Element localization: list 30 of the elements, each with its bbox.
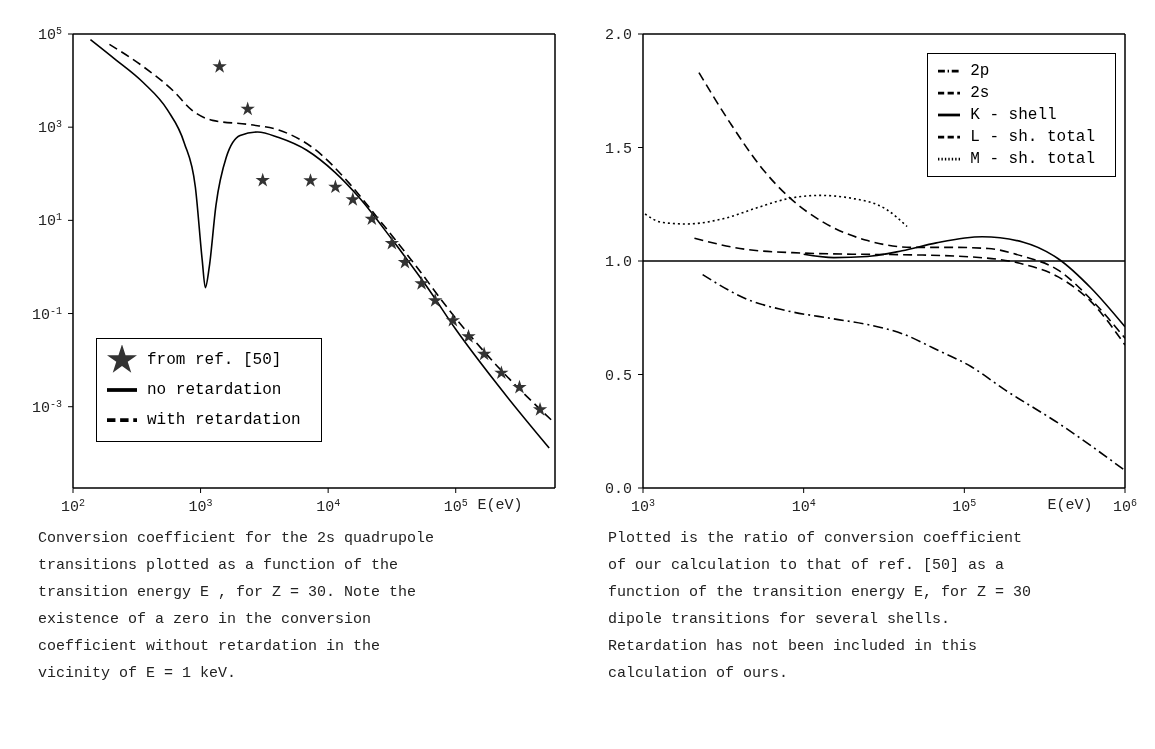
x-tick-label: 10$^{4}$ — [791, 497, 816, 516]
y-tick-label: 0.0 — [604, 481, 632, 498]
x-tick-label: 10$^{5}$ — [952, 497, 977, 516]
x-axis-title: E(eV) — [477, 497, 523, 514]
y-tick-label: 1.5 — [604, 140, 632, 158]
y-tick-label: 10$^{-3}$ — [31, 398, 62, 417]
text: Plotted is the ratio of conversion coefficient of our calculation to that of ref. [50] as a function of the transition energy E, for Z = 30 dipole transitions for several shells. Retardation has not been included in this calculation of ours. — [608, 529, 1033, 684]
y-tick-label: 1.0 — [604, 254, 632, 271]
y-tick-label: 0.5 — [604, 367, 632, 385]
legend-label: L - sh. total — [970, 128, 1095, 147]
x-tick-label: 10$^{6}$ — [1112, 497, 1138, 516]
x-axis-title: E(eV) — [1047, 497, 1093, 514]
x-tick-label: 10$^{4}$ — [316, 497, 341, 516]
y-tick-label: 10$^{3}$ — [37, 118, 62, 138]
legend-label: 2s — [970, 84, 990, 103]
y-tick-label: 10$^{5}$ — [37, 25, 62, 44]
legend-label: with retardation — [147, 411, 301, 430]
x-tick-label: 10$^{3}$ — [188, 497, 213, 516]
x-tick-label: 10$^{2}$ — [60, 497, 86, 516]
x-tick-label: 10$^{3}$ — [630, 497, 656, 516]
legend-label: K - shell — [970, 106, 1057, 125]
x-tick-label: 10$^{5}$ — [443, 497, 468, 516]
legend-label: no retardation — [147, 381, 282, 400]
legend-label: 2p — [970, 62, 990, 81]
text: Conversion coefficient for the 2s quadrupole transitions plotted as a function of the transition energy E , for Z = 30. Note the existence of a zero in the conversion coefficient without retardation in the vicinity of E = 1 keV. — [38, 529, 436, 684]
legend-label: from ref. [50] — [147, 351, 282, 370]
y-tick-label: 10$^{1}$ — [37, 211, 62, 231]
legend-label: M - sh. total — [970, 150, 1095, 169]
y-tick-label: 2.0 — [604, 27, 632, 44]
y-tick-label: 10$^{-1}$ — [31, 305, 62, 324]
